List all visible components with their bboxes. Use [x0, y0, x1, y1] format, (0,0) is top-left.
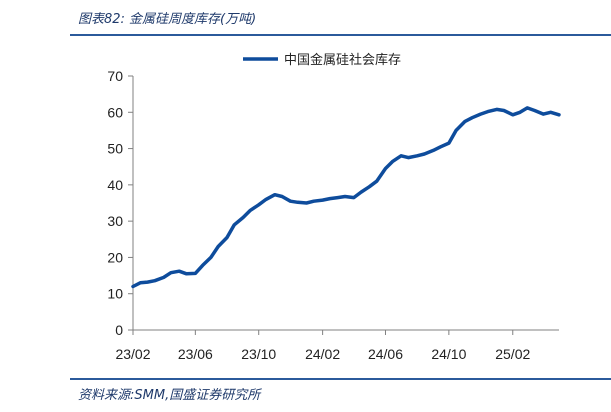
y-tick-label: 70 — [107, 68, 123, 84]
x-tick-label: 24/06 — [368, 346, 403, 362]
x-tick-label: 23/10 — [241, 346, 276, 362]
bottom-rule — [70, 378, 611, 380]
y-tick-label: 30 — [107, 213, 123, 229]
x-tick-label: 24/02 — [305, 346, 340, 362]
x-tick-label: 23/02 — [115, 346, 150, 362]
top-rule — [70, 34, 611, 36]
legend-label: 中国金属硅社会库存 — [284, 52, 401, 68]
chart-plot-area — [131, 106, 561, 289]
figure-title: 图表82: 金属硅周度库存(万吨) — [78, 12, 257, 27]
x-tick-label: 23/06 — [178, 346, 213, 362]
x-tick-label: 25/02 — [495, 346, 530, 362]
chart-axes: 0 10 20 30 40 50 60 70 23/02 23/06 23/10 24/02 24/06… — [107, 68, 559, 362]
y-tick-label: 10 — [107, 286, 123, 302]
y-tick-label: 50 — [107, 141, 123, 157]
figure-source: 资料来源:SMM,国盛证券研究所 — [78, 388, 261, 403]
y-tick-label: 60 — [107, 104, 123, 120]
series-line — [131, 106, 561, 289]
y-tick-label: 20 — [107, 249, 123, 265]
y-tick-label: 40 — [107, 177, 123, 193]
chart-legend: 中国金属硅社会库存 — [243, 52, 401, 68]
y-tick-label: 0 — [115, 322, 123, 338]
x-tick-label: 24/10 — [431, 346, 466, 362]
